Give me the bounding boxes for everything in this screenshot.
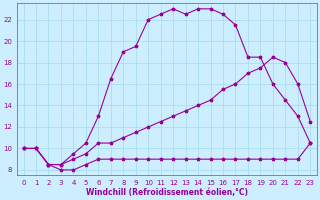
X-axis label: Windchill (Refroidissement éolien,°C): Windchill (Refroidissement éolien,°C) bbox=[86, 188, 248, 197]
